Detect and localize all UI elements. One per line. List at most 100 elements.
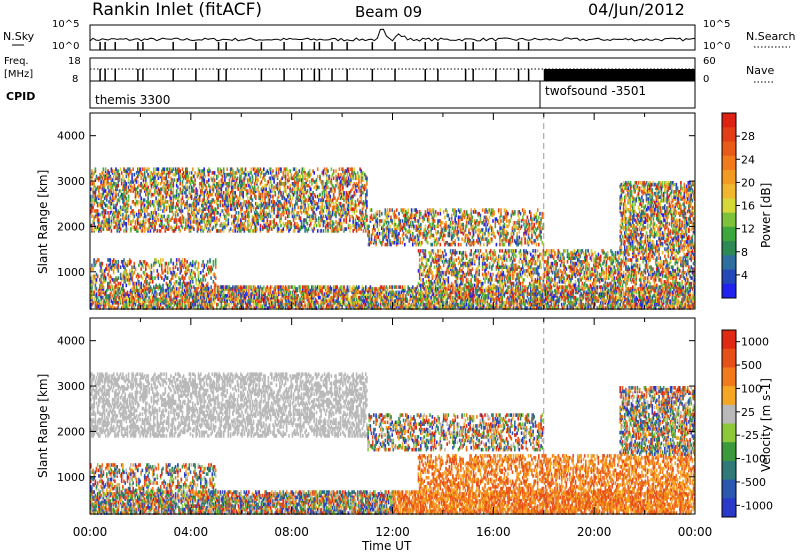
echo-cell <box>331 287 333 291</box>
echo-cell <box>110 262 112 266</box>
echo-cell <box>365 303 367 307</box>
echo-cell <box>423 282 425 286</box>
echo-cell <box>202 284 204 288</box>
echo-cell <box>96 278 98 282</box>
echo-cell <box>499 284 501 288</box>
echo-cell <box>177 267 179 271</box>
echo-cell <box>493 284 495 288</box>
echo-cell <box>202 278 204 282</box>
echo-cell <box>308 285 310 289</box>
echo-cell <box>452 284 454 288</box>
echo-cell <box>166 262 168 266</box>
echo-cell <box>136 285 138 289</box>
echo-cell <box>419 258 421 262</box>
echo-cell <box>551 303 553 307</box>
echo-cell <box>167 265 169 269</box>
echo-cell <box>490 249 492 253</box>
nsky-line <box>90 29 695 41</box>
echo-cell <box>126 296 128 300</box>
echo-cell <box>530 253 532 257</box>
echo-cell <box>213 264 215 268</box>
echo-cell <box>514 258 516 262</box>
echo-cell <box>405 294 407 298</box>
echo-cell <box>506 258 508 262</box>
echo-cell <box>215 276 217 280</box>
echo-cell <box>226 299 228 303</box>
echo-cell <box>402 285 404 289</box>
echo-cell <box>148 265 150 269</box>
nave-label: Nave <box>746 64 774 77</box>
echo-cell <box>270 289 272 293</box>
echo-cell <box>474 260 476 264</box>
nsearch-bottom-tick: 10^0 <box>703 41 730 52</box>
echo-cell <box>583 294 585 298</box>
echo-cell <box>179 285 181 289</box>
echo-cell <box>319 296 321 300</box>
echo-cell <box>263 285 265 289</box>
echo-cell <box>425 249 427 253</box>
echo-cell <box>192 264 194 268</box>
echo-cell <box>93 298 95 302</box>
echo-cell <box>476 255 478 259</box>
echo-cell <box>248 289 250 293</box>
echo-cell <box>331 291 333 295</box>
echo-cell <box>470 253 472 257</box>
echo-cell <box>457 251 459 255</box>
echo-cell <box>428 258 430 262</box>
echo-cell <box>473 287 475 291</box>
echo-cell <box>170 292 172 296</box>
echo-cell <box>118 269 120 273</box>
freq-bottom-tick: 8 <box>72 74 78 85</box>
echo-cell <box>473 298 475 302</box>
echo-cell <box>126 284 128 288</box>
echo-cell <box>136 282 138 286</box>
echo-cell <box>158 260 160 264</box>
echo-cell <box>191 289 193 293</box>
echo-cell <box>444 249 446 253</box>
echo-cell <box>123 258 125 262</box>
echo-cell <box>535 249 537 253</box>
echo-cell <box>202 269 204 273</box>
echo-cell <box>138 264 140 268</box>
echo-cell <box>138 275 140 279</box>
echo-cell <box>120 265 122 269</box>
echo-cell <box>168 262 170 266</box>
echo-cell <box>501 276 503 280</box>
echo-cell <box>399 285 401 289</box>
echo-cell <box>448 280 450 284</box>
echo-cell <box>441 255 443 259</box>
nsky-label: N.Sky <box>3 30 35 43</box>
echo-cell <box>539 291 541 295</box>
echo-cell <box>527 251 529 255</box>
echo-cell <box>258 291 260 295</box>
echo-cell <box>458 256 460 260</box>
echo-cell <box>103 296 105 300</box>
echo-cell <box>419 273 421 277</box>
echo-cell <box>300 285 302 289</box>
echo-cell <box>501 296 503 300</box>
echo-cell <box>404 285 406 289</box>
echo-cell <box>174 271 176 275</box>
echo-cell <box>276 292 278 296</box>
echo-cell <box>348 298 350 302</box>
echo-cell <box>531 262 533 266</box>
echo-cell <box>343 285 345 289</box>
echo-cell <box>213 260 215 264</box>
echo-cell <box>365 285 367 289</box>
echo-cell <box>426 280 428 284</box>
echo-cell <box>433 292 435 296</box>
echo-cell <box>190 284 192 288</box>
echo-cell <box>151 271 153 275</box>
echo-cell <box>250 285 252 289</box>
echo-cell <box>406 298 408 302</box>
echo-cell <box>100 301 102 305</box>
echo-cell <box>194 273 196 277</box>
echo-cell <box>114 265 116 269</box>
echo-cell <box>110 258 112 262</box>
echo-cell <box>214 273 216 277</box>
echo-cell <box>168 271 170 275</box>
echo-cell <box>186 260 188 264</box>
echo-cell <box>503 271 505 275</box>
echo-cell <box>492 273 494 277</box>
freq-label: Freq. <box>4 56 29 67</box>
